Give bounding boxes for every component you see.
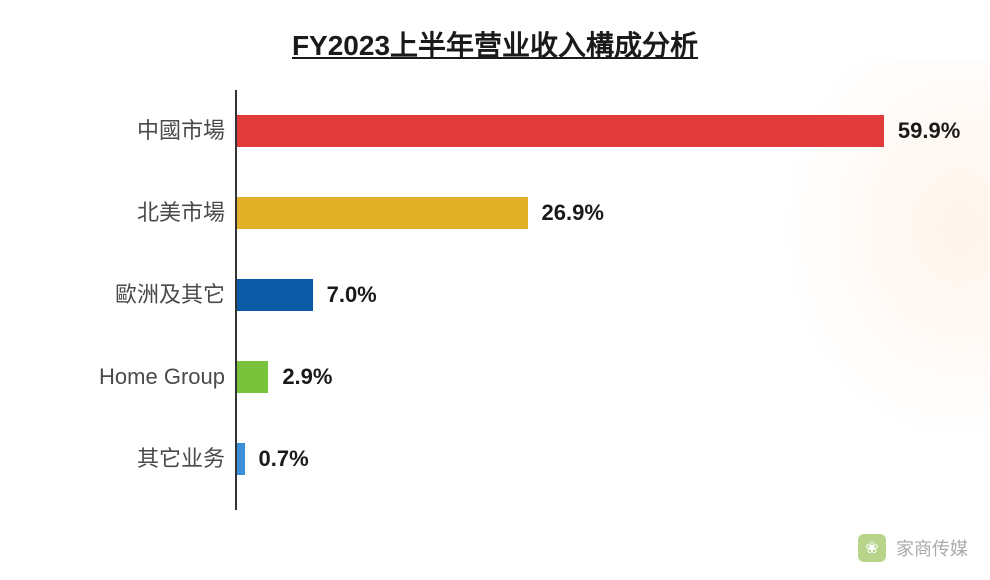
watermark-icon: ❀	[858, 534, 886, 562]
watermark: ❀ 家商传媒	[858, 534, 968, 562]
value-label: 0.7%	[259, 446, 309, 472]
watermark-text: 家商传媒	[896, 535, 968, 561]
bar-chart: 中國市場59.9% 北美市場 26.9% 歐洲及其它 7.0% Home Group 2.9…	[70, 90, 920, 520]
bar-row: 中國市場59.9%	[70, 108, 920, 154]
bar	[237, 279, 313, 311]
value-label: 7.0%	[327, 282, 377, 308]
category-label: 中國市場	[70, 118, 225, 144]
chart-title: FY2023上半年营业收入構成分析	[0, 0, 990, 64]
category-label: Home Group	[70, 364, 225, 390]
category-label: 其它业务	[70, 446, 225, 472]
bar	[237, 361, 268, 393]
bar-row: 其它业务 0.7%	[70, 436, 920, 482]
value-label: 26.9%	[542, 200, 604, 226]
bar-row: Home Group 2.9%	[70, 354, 920, 400]
value-label: 2.9%	[282, 364, 332, 390]
bar-row: 歐洲及其它 7.0%	[70, 272, 920, 318]
bar	[237, 197, 528, 229]
value-label: 59.9%	[898, 118, 960, 144]
bar-row: 北美市場 26.9%	[70, 190, 920, 236]
bar	[237, 115, 884, 147]
bar	[237, 443, 245, 475]
category-label: 歐洲及其它	[70, 282, 225, 308]
category-label: 北美市場	[70, 200, 225, 226]
